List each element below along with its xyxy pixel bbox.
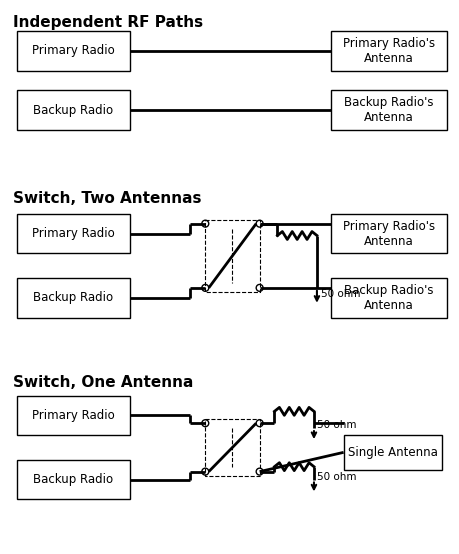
Bar [17, 31, 130, 70]
Text: Backup Radio: Backup Radio [34, 291, 113, 304]
Text: Independent RF Paths: Independent RF Paths [13, 15, 203, 30]
Bar [205, 220, 260, 292]
Text: Primary Radio's
Antenna: Primary Radio's Antenna [343, 219, 435, 248]
Text: Switch, One Antenna: Switch, One Antenna [13, 375, 193, 390]
Bar [331, 278, 448, 317]
Text: Primary Radio: Primary Radio [32, 227, 115, 240]
Text: Primary Radio's
Antenna: Primary Radio's Antenna [343, 37, 435, 65]
Bar [17, 396, 130, 435]
Text: Backup Radio: Backup Radio [34, 473, 113, 486]
Text: 50 ohm: 50 ohm [321, 289, 360, 299]
Text: Backup Radio: Backup Radio [34, 104, 113, 116]
Bar [331, 31, 448, 70]
Text: Switch, Two Antennas: Switch, Two Antennas [13, 191, 201, 206]
Bar [17, 214, 130, 253]
Bar [17, 460, 130, 499]
Bar [331, 214, 448, 253]
Text: 50 ohm: 50 ohm [317, 471, 357, 481]
Bar [344, 435, 442, 470]
Text: 50 ohm: 50 ohm [317, 420, 357, 430]
Bar [331, 90, 448, 130]
Text: Primary Radio: Primary Radio [32, 409, 115, 422]
Bar [17, 278, 130, 317]
Text: Primary Radio: Primary Radio [32, 44, 115, 57]
Bar [205, 419, 260, 475]
Text: Backup Radio's
Antenna: Backup Radio's Antenna [344, 96, 434, 124]
Bar [17, 90, 130, 130]
Text: Backup Radio's
Antenna: Backup Radio's Antenna [344, 284, 434, 312]
Text: Single Antenna: Single Antenna [348, 446, 438, 459]
